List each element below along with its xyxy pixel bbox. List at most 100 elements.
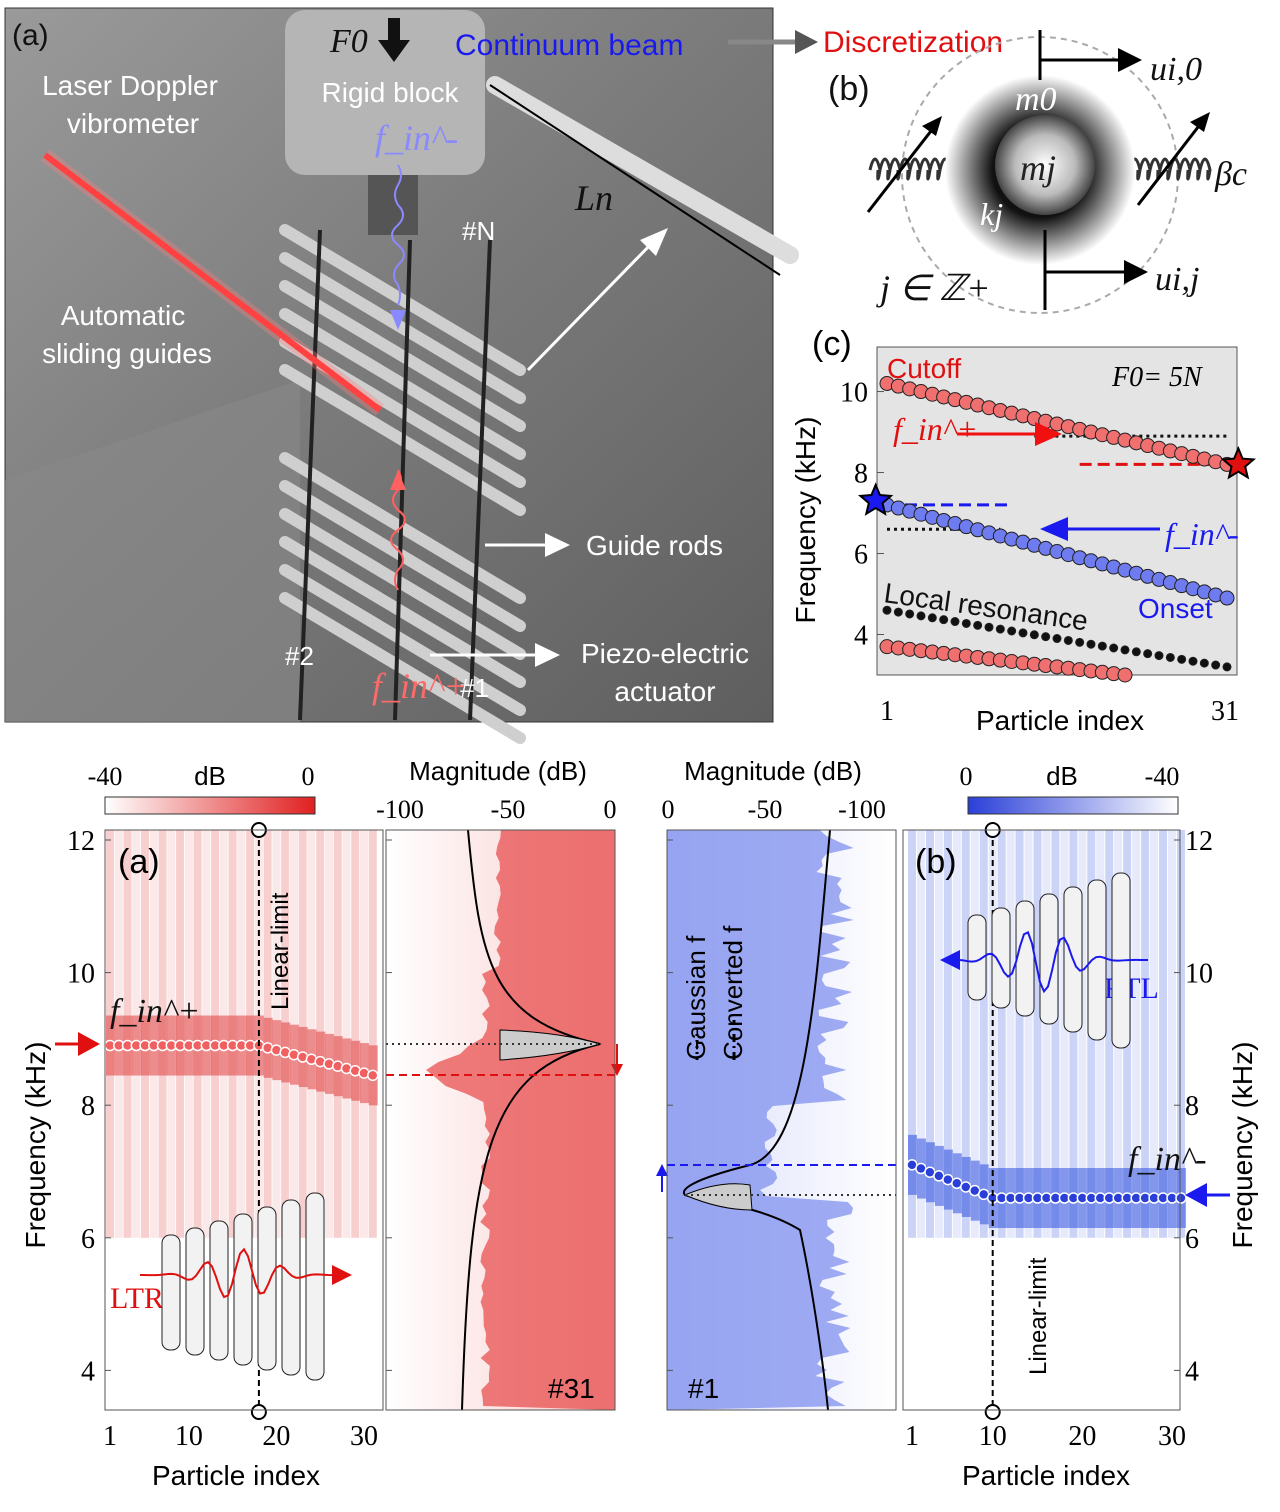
arrow-left-icon: [1185, 1183, 1207, 1207]
data-point: [1008, 627, 1016, 635]
data-point: [1087, 640, 1095, 648]
colorbar-min: -40: [88, 762, 123, 791]
mj-label: mj: [1020, 148, 1056, 188]
length-label: Ln: [574, 178, 613, 218]
fin-plus-label: f_in^+: [372, 666, 467, 706]
y-tick-label: 4: [854, 621, 868, 652]
cylinder: [992, 908, 1010, 1008]
heatmap-column: [334, 830, 342, 1238]
guides-label-1: Automatic: [61, 300, 186, 331]
limit-marker: [986, 1405, 1000, 1419]
y-tick-label: 8: [854, 459, 868, 490]
cylinder: [1016, 901, 1034, 1016]
chart-c-panel-label: (c): [812, 325, 852, 363]
f0-annotation: F0= 5N: [1111, 362, 1203, 393]
linear-limit-label: Linear-limit: [1025, 1257, 1052, 1375]
diagram-panel-label: (b): [828, 70, 870, 108]
bottom-a-xlabel: Particle index: [152, 1460, 320, 1491]
data-point: [1220, 591, 1234, 605]
chart-c-xlabel: Particle index: [976, 705, 1144, 736]
linear-limit-label: Linear-limit: [267, 892, 294, 1010]
spectrum-xtick: -50: [491, 795, 526, 824]
arrow-right-icon: [795, 30, 818, 54]
ldv-label-2: vibrometer: [67, 108, 199, 139]
data-point: [1189, 657, 1197, 665]
tick-label: 12: [1185, 826, 1213, 857]
colorbar-min: 0: [960, 762, 973, 791]
tick-label: 8: [81, 1091, 95, 1122]
arrow-right-icon: [78, 1032, 100, 1056]
heatmap-column: [351, 830, 359, 1238]
bottom-b-xlabel: Particle index: [962, 1460, 1130, 1491]
data-point: [1155, 652, 1163, 660]
chart-c-xtick: 1: [880, 696, 894, 727]
colorbar-blue: [968, 797, 1178, 814]
bottom-b-panel-label: (b): [915, 843, 957, 881]
ldv-label-1: Laser Doppler: [42, 70, 218, 101]
data-point: [1118, 668, 1132, 682]
data-point: [1110, 644, 1118, 652]
colorbar-label: dB: [1046, 761, 1078, 791]
data-point: [1132, 648, 1140, 656]
data-point: [1223, 663, 1231, 671]
data-point: [951, 618, 959, 626]
data-point: [1042, 633, 1050, 641]
heatmap-column: [342, 830, 350, 1238]
y-tick-label: 10: [840, 378, 868, 409]
data-point: [1178, 655, 1186, 663]
data-point: [974, 621, 982, 629]
spectrum-xlabel: Magnitude (dB): [684, 756, 862, 786]
set-label: j ∈ ℤ+: [876, 268, 990, 308]
fin-minus-label: f_in^-: [1128, 1141, 1207, 1178]
mass-spring-diagram: (b) m0 mj kj βc ui,0 ui,j j ∈ ℤ+: [828, 30, 1247, 313]
kj-label: kj: [980, 196, 1003, 232]
uij-label: ui,j: [1155, 261, 1199, 298]
data-point: [1076, 638, 1084, 646]
tick-label: 10: [1185, 959, 1213, 990]
tick-label: 30: [350, 1421, 378, 1452]
data-point: [962, 619, 970, 627]
particle-2-label: #2: [285, 641, 314, 671]
continuum-beam-label: Continuum beam: [455, 29, 683, 62]
tick-label: 30: [1158, 1421, 1186, 1452]
colorbar-red: [105, 797, 315, 814]
photo-panel-label: (a): [12, 19, 49, 52]
arrow-right-icon: [332, 1265, 352, 1285]
force-label: F0: [329, 23, 368, 60]
tick-label: 10: [175, 1421, 203, 1452]
tick-label: 6: [81, 1224, 95, 1255]
ui0-label: ui,0: [1150, 51, 1202, 88]
data-point: [1121, 646, 1129, 654]
tick-label: 4: [1185, 1356, 1199, 1387]
cylinder: [186, 1228, 204, 1355]
data-point: [1053, 635, 1061, 643]
arrow-up-icon: [656, 1164, 668, 1176]
colorbar-max: -40: [1145, 762, 1180, 791]
beta-label: βc: [1214, 156, 1247, 193]
bottom-b-ylabel: Frequency (kHz): [1227, 1042, 1258, 1249]
tick-label: 1: [905, 1421, 919, 1452]
spectrum-xtick: -100: [838, 795, 886, 824]
colorbar-label: dB: [194, 761, 226, 791]
onset-label: Onset: [1138, 593, 1213, 624]
spectrum-tag: #1: [688, 1373, 719, 1404]
tick-label: 4: [81, 1356, 95, 1387]
data-point: [1064, 636, 1072, 644]
data-point: [1166, 653, 1174, 661]
tick-label: 10: [67, 959, 95, 990]
bottom-a-panel-label: (a): [118, 843, 160, 881]
chart-c-xtick: 31: [1211, 696, 1239, 727]
rigid-block-label: Rigid block: [322, 77, 460, 108]
limit-marker: [252, 1405, 266, 1419]
cylinder: [306, 1193, 324, 1380]
tick-label: 20: [1068, 1421, 1096, 1452]
particle-n-label: #N: [462, 216, 495, 246]
fin-plus-label: f_in^+: [110, 993, 200, 1030]
tick-label: 20: [262, 1421, 290, 1452]
tick-label: 8: [1185, 1091, 1199, 1122]
fin-minus-label: f_in^-: [1165, 516, 1239, 552]
data-point: [985, 623, 993, 631]
data-point: [1212, 661, 1220, 669]
cylinder: [210, 1221, 228, 1360]
spectrum-xtick: -50: [748, 795, 783, 824]
